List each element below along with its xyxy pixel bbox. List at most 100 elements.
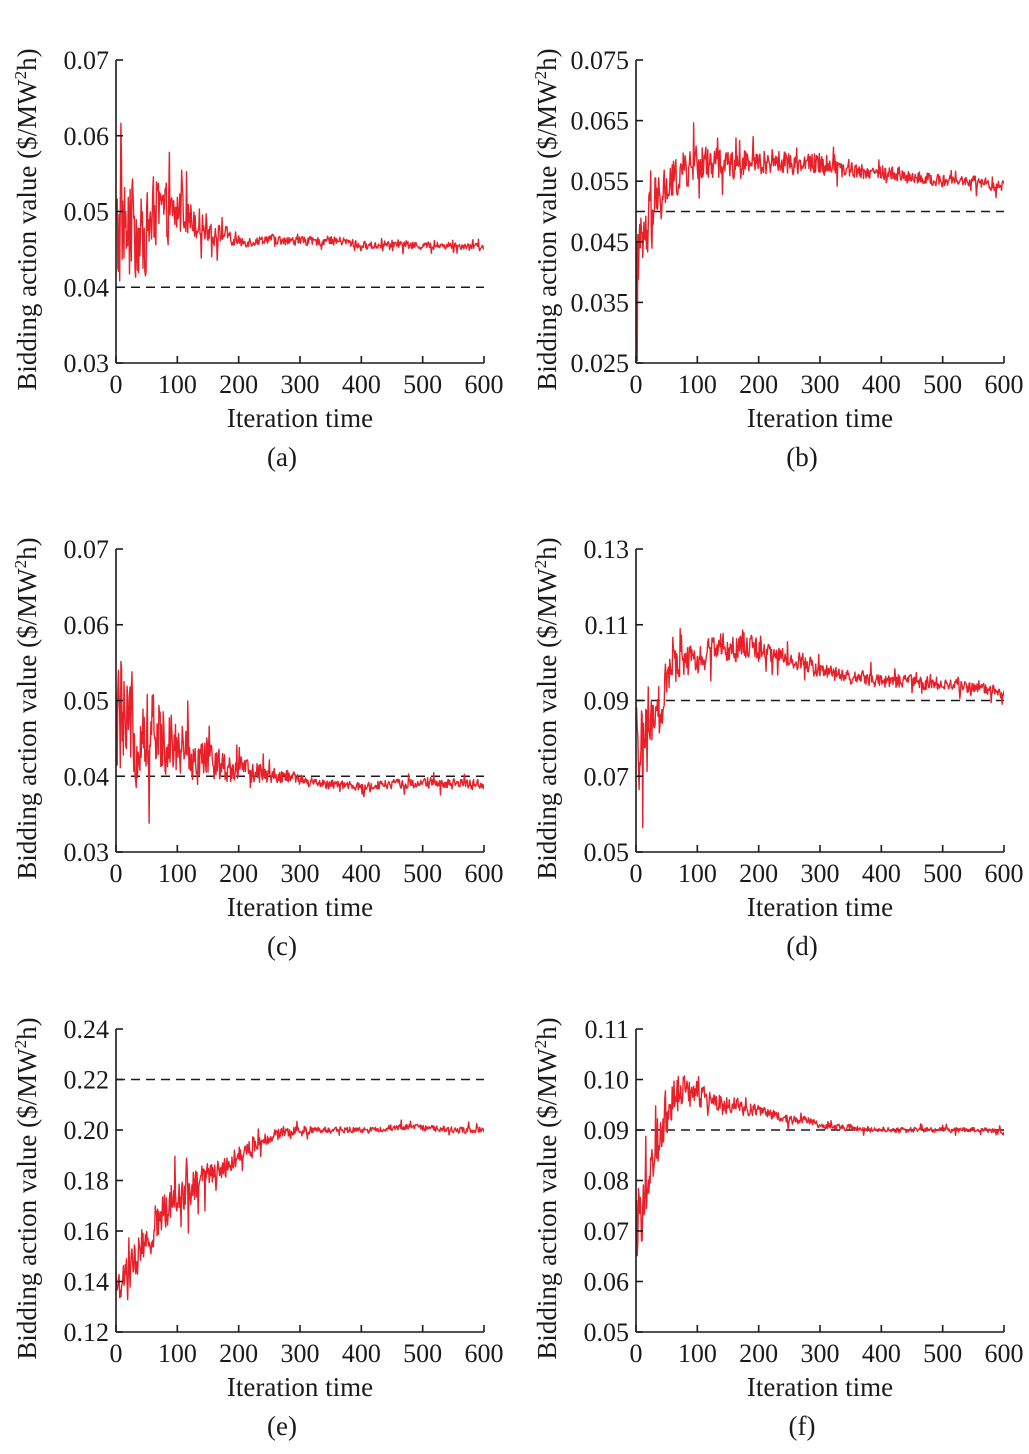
x-tick-label: 100: [158, 370, 197, 399]
y-axis-label: Bidding action value ($/MW2h): [531, 1017, 562, 1359]
panel-5: 0 100 200 300 400 500 600 0.05 0.06 0.07 0.08 0.09 0…: [531, 1015, 1024, 1441]
y-tick-label: 0.06: [64, 611, 110, 640]
y-tick-label: 0.07: [584, 762, 630, 791]
x-tick-label: 500: [923, 859, 962, 888]
y-tick-label: 0.16: [64, 1217, 110, 1246]
y-tick-label: 0.05: [584, 838, 630, 867]
x-tick-label: 500: [923, 370, 962, 399]
y-tick-label: 0.24: [64, 1015, 110, 1044]
y-axis-label-sup: 2: [11, 1040, 30, 1049]
y-axis-label-end: h): [532, 537, 562, 560]
x-tick-label: 400: [342, 859, 381, 888]
x-tick-label: 600: [985, 1339, 1024, 1368]
y-tick-label: 0.03: [64, 349, 110, 378]
x-tick-label: 0: [110, 1339, 123, 1368]
x-tick-label: 200: [739, 370, 778, 399]
y-tick-label: 0.11: [584, 1015, 629, 1044]
x-tick-label: 300: [801, 1339, 840, 1368]
y-axis-label-main: Bidding action value ($/MW: [12, 79, 42, 391]
y-tick-label: 0.12: [64, 1318, 110, 1347]
x-tick-label: 100: [158, 1339, 197, 1368]
y-axis-label-sup: 2: [531, 71, 550, 80]
y-tick-label: 0.025: [571, 349, 630, 378]
y-tick-label: 0.07: [584, 1217, 630, 1246]
x-tick-label: 100: [158, 859, 197, 888]
y-tick-label: 0.08: [584, 1167, 630, 1196]
panel-label: (a): [267, 442, 297, 472]
x-tick-label: 600: [985, 859, 1024, 888]
y-axis-label-sup: 2: [531, 1040, 550, 1049]
y-tick-label: 0.05: [64, 687, 110, 716]
y-tick-label: 0.13: [584, 535, 630, 564]
x-tick-label: 600: [465, 370, 504, 399]
y-axis-label-sup: 2: [11, 560, 30, 569]
x-tick-label: 400: [342, 1339, 381, 1368]
x-tick-label: 0: [110, 859, 123, 888]
x-tick-label: 200: [739, 1339, 778, 1368]
y-tick-label: 0.07: [64, 535, 110, 564]
y-tick-label: 0.22: [64, 1066, 110, 1095]
y-axis-label-end: h): [532, 1017, 562, 1040]
y-axis-label: Bidding action value ($/MW2h): [11, 537, 42, 879]
x-tick-label: 100: [678, 1339, 717, 1368]
y-tick-label: 0.14: [64, 1268, 110, 1297]
y-axis-label-main: Bidding action value ($/MW: [12, 568, 42, 880]
x-tick-label: 500: [403, 370, 442, 399]
y-axis-label-main: Bidding action value ($/MW: [12, 1048, 42, 1360]
x-axis-label: Iteration time: [747, 892, 893, 922]
x-tick-label: 300: [801, 370, 840, 399]
y-tick-label: 0.04: [64, 273, 110, 302]
x-tick-label: 0: [630, 1339, 643, 1368]
x-tick-label: 500: [403, 1339, 442, 1368]
panel-0: 0 100 200 300 400 500 600 0.03 0.04 0.05 0.06 0.07 I…: [11, 46, 504, 472]
y-axis-label-end: h): [12, 537, 42, 560]
x-tick-label: 600: [465, 1339, 504, 1368]
x-axis-label: Iteration time: [227, 892, 373, 922]
x-tick-label: 200: [219, 370, 258, 399]
x-tick-label: 400: [862, 1339, 901, 1368]
y-tick-label: 0.03: [64, 838, 110, 867]
y-axis-label: Bidding action value ($/MW2h): [531, 48, 562, 390]
y-tick-label: 0.09: [584, 687, 630, 716]
y-tick-label: 0.035: [571, 288, 630, 317]
y-tick-label: 0.05: [584, 1318, 630, 1347]
y-tick-label: 0.11: [584, 611, 629, 640]
series-line: [636, 1075, 1004, 1257]
y-tick-label: 0.09: [584, 1116, 630, 1145]
series-line: [636, 627, 1004, 829]
y-tick-label: 0.045: [571, 228, 630, 257]
x-tick-label: 300: [801, 859, 840, 888]
y-tick-label: 0.10: [584, 1066, 630, 1095]
panel-label: (f): [789, 1411, 816, 1441]
panel-2: 0 100 200 300 400 500 600 0.03 0.04 0.05 0.06 0.07 I…: [11, 535, 504, 961]
y-tick-label: 0.07: [64, 46, 110, 75]
y-axis-label-main: Bidding action value ($/MW: [532, 79, 562, 391]
x-axis-label: Iteration time: [747, 403, 893, 433]
x-tick-label: 300: [281, 1339, 320, 1368]
y-axis-label: Bidding action value ($/MW2h): [531, 537, 562, 879]
series-line: [116, 660, 484, 824]
x-axis-label: Iteration time: [747, 1372, 893, 1402]
series-line: [116, 122, 484, 282]
y-tick-label: 0.06: [584, 1268, 630, 1297]
x-tick-label: 500: [403, 859, 442, 888]
panel-3: 0 100 200 300 400 500 600 0.05 0.07 0.09 0.11 0.13 I…: [531, 535, 1024, 961]
series-line: [636, 122, 1004, 362]
x-axis-label: Iteration time: [227, 1372, 373, 1402]
x-tick-label: 500: [923, 1339, 962, 1368]
y-axis-label-end: h): [532, 48, 562, 71]
y-tick-label: 0.05: [64, 198, 110, 227]
panel-label: (d): [786, 931, 817, 961]
panel-label: (c): [267, 931, 297, 961]
y-tick-label: 0.04: [64, 762, 110, 791]
series-line: [116, 1119, 484, 1301]
y-tick-label: 0.075: [571, 46, 630, 75]
x-tick-label: 0: [630, 859, 643, 888]
panel-4: 0 100 200 300 400 500 600 0.12 0.14 0.16 0.18 0.20 0…: [11, 1015, 504, 1441]
x-tick-label: 200: [219, 859, 258, 888]
x-tick-label: 400: [342, 370, 381, 399]
panel-label: (e): [267, 1411, 297, 1441]
y-axis-label-main: Bidding action value ($/MW: [532, 1048, 562, 1360]
y-tick-label: 0.18: [64, 1167, 110, 1196]
